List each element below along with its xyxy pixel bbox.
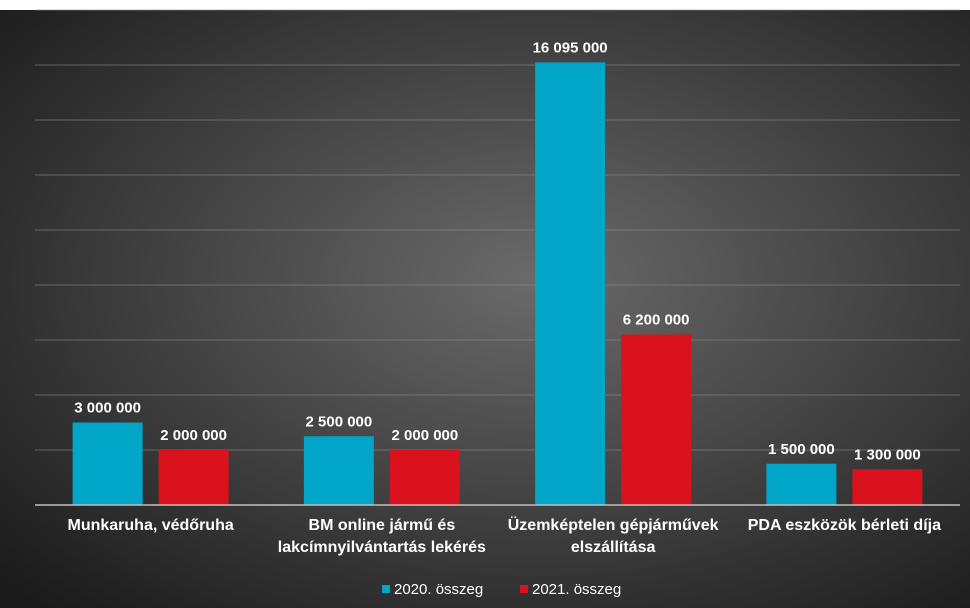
legend-label-2020: 2020. összeg [394, 581, 483, 598]
bar-2020-2 [535, 62, 606, 505]
bar-2020-0 [72, 422, 143, 505]
bar-2021-0 [158, 450, 229, 505]
category-label: BM online jármű és [309, 517, 456, 534]
data-label: 1 300 000 [854, 446, 921, 463]
data-label: 3 000 000 [74, 400, 141, 417]
bar-2021-3 [852, 469, 923, 505]
bars [72, 62, 923, 505]
category-label: elszállítása [571, 539, 656, 556]
category-label: lakcímnyilvántartás lekérés [278, 539, 486, 556]
bar-2020-1 [303, 436, 374, 505]
category-labels: Munkaruha, védőruha BM online jármű és lak… [68, 515, 942, 556]
legend-label-2021: 2021. összeg [532, 581, 621, 598]
bar-2020-3 [766, 463, 837, 505]
bar-2021-2 [621, 334, 692, 505]
legend-swatch-2021 [520, 585, 528, 593]
category-label: Üzemképtelen gépjárművek [508, 515, 719, 534]
bar-2021-1 [389, 450, 460, 505]
data-label: 2 500 000 [306, 413, 373, 430]
data-label: 1 500 000 [768, 441, 835, 458]
chart-background [0, 10, 970, 608]
category-label: PDA eszközök bérleti díja [748, 517, 941, 534]
legend-swatch-2020 [382, 585, 390, 593]
legend: 2020. összeg 2021. összeg [382, 581, 621, 598]
data-label: 2 000 000 [392, 427, 459, 444]
value-labels: 3 000 000 2 000 000 2 500 000 2 000 000 16 0… [74, 39, 920, 463]
data-label: 2 000 000 [160, 427, 227, 444]
data-label: 6 200 000 [623, 312, 690, 329]
data-label: 16 095 000 [533, 39, 608, 56]
category-label: Munkaruha, védőruha [68, 517, 234, 534]
